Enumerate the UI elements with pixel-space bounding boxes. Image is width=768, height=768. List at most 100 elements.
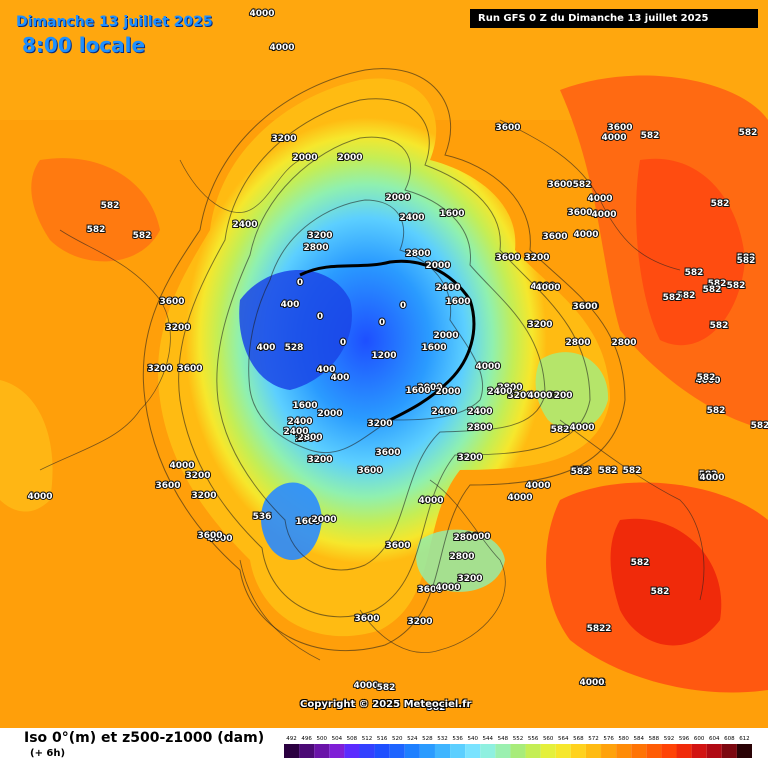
contour-value-label: 3600 (607, 123, 632, 133)
contour-value-label: 2800 (497, 383, 522, 393)
contour-value-label: 4000 (530, 282, 555, 292)
contour-value-label: 582 (739, 128, 758, 138)
contour-value-label: 2400 (467, 407, 492, 417)
contour-value-label: 2800 (405, 249, 430, 259)
contour-value-label: 582 (573, 466, 592, 476)
contour-value-label: 3200 (307, 231, 332, 241)
legend-swatch (706, 744, 722, 758)
contour-value-label: 4000 (569, 423, 594, 433)
contour-value-label: 3200 (367, 419, 392, 429)
contour-value-label: 4000 (169, 461, 194, 471)
contour-value-label: 400 (257, 343, 276, 353)
contour-value-label: 400 (331, 373, 350, 383)
contour-value-label: 2400 (283, 427, 308, 437)
legend-tick-label: 496 (301, 736, 312, 742)
legend-swatch (570, 744, 586, 758)
contour-value-label: 1600 (405, 386, 430, 396)
contour-value-label: 3200 (307, 455, 332, 465)
contour-value-label: 582 (651, 587, 670, 597)
contour-value-label: 3600 (417, 585, 442, 595)
contour-value-label: 2000 (292, 153, 317, 163)
color-scale: 492 496 500 504 508 512 516 520 524 528 532 536 540 5… (284, 736, 752, 758)
contour-value-label: 1600 (439, 209, 464, 219)
contour-value-label: 2000 (425, 261, 450, 271)
contour-value-label: 4000 (535, 283, 560, 293)
contour-value-label: 0 (379, 318, 385, 328)
legend-swatch (374, 744, 390, 758)
contour-value-label: 582 (751, 421, 768, 431)
contour-value-label: 3600 (375, 448, 400, 458)
contour-value-label: 3200 (457, 453, 482, 463)
forecast-time: 8:00 locale (22, 33, 146, 57)
contour-value-label: 2000 (337, 153, 362, 163)
contour-value-label: 582 (133, 231, 152, 241)
contour-value-label: 582 (587, 678, 606, 688)
contour-value-label: 3200 (547, 391, 572, 401)
contour-value-label: 400 (281, 300, 300, 310)
cool-area-siberia (535, 352, 609, 431)
contour-value-label: 582 (710, 321, 729, 331)
legend-tick-label: 592 (664, 736, 675, 742)
contour-value-label: 3200 (573, 302, 598, 312)
legend-swatch (616, 744, 632, 758)
legend-tick-label: 528 (422, 736, 433, 742)
legend-tick-label: 604 (709, 736, 720, 742)
contour-value-label: 1200 (371, 351, 396, 361)
legend-swatch (344, 744, 360, 758)
contour-value-label: 2800 (449, 552, 474, 562)
contour-value-label: 2000 (435, 387, 460, 397)
contour-value-label: 1600 (295, 517, 320, 527)
legend-swatch (299, 744, 315, 758)
legend-subtitle: (+ 6h) (30, 748, 66, 759)
contour-value-label: 2400 (431, 407, 456, 417)
contour-value-label: 2800 (303, 243, 328, 253)
legend-swatch (691, 744, 707, 758)
contour-value-label: 3600 (567, 208, 592, 218)
contour-value-label: 400 (317, 365, 336, 375)
contour-value-label: 3600 (465, 532, 490, 542)
contour-value-label: 582 (685, 268, 704, 278)
contour-value-label: 4000 (699, 473, 724, 483)
legend-tick-label: 608 (724, 736, 735, 742)
legend-swatch (329, 744, 345, 758)
contour-value-label: 3600 (495, 123, 520, 133)
legend-swatch (661, 744, 677, 758)
legend-tick-label: 584 (634, 736, 645, 742)
contour-value-label: 582 (699, 470, 718, 480)
legend-tick-label: 536 (452, 736, 463, 742)
contour-value-label: 2400 (399, 213, 424, 223)
contour-value-label: 4000 (601, 133, 626, 143)
legend-swatch (555, 744, 571, 758)
contour-value-label: 2000 (417, 383, 442, 393)
contour-value-label: 582 (573, 180, 592, 190)
legend-title: Iso 0°(m) et z500-z1000 (dam) (24, 730, 265, 746)
coastlines (39, 119, 705, 661)
contour-value-label: 2800 (467, 423, 492, 433)
contour-value-label: 3200 (165, 323, 190, 333)
contour-value-label: 582 (707, 406, 726, 416)
map-area: 4000 4000 582 582 582 3600 3200 3200 3600 4000 320… (0, 0, 768, 728)
contour-value-label: 3600 (547, 180, 572, 190)
contour-value-label: 2000 (295, 434, 320, 444)
contour-value-label: 582 (623, 466, 642, 476)
legend-tick-label: 508 (347, 736, 358, 742)
contour-value-label: 2000 (311, 515, 336, 525)
legend-tick-label: 596 (679, 736, 690, 742)
contour-value-label: 582 (571, 467, 590, 477)
contour-value-label: 4000 (27, 492, 52, 502)
contour-value-label: 582 (551, 425, 570, 435)
contour-value-label: 582 (708, 279, 727, 289)
legend-tick-label: 500 (316, 736, 327, 742)
contour-value-label: 3600 (155, 481, 180, 491)
freezing-level-zero-line (299, 259, 476, 422)
legend-tick-label: 556 (528, 736, 539, 742)
contour-value-label: 582 (703, 285, 722, 295)
contour-value-label: 3600 (177, 364, 202, 374)
legend-tick-label: 588 (649, 736, 660, 742)
legend-swatch (359, 744, 375, 758)
contour-value-label: 582 (727, 281, 746, 291)
contour-value-label: 3200 (185, 471, 210, 481)
contour-value-label: 4000 (573, 230, 598, 240)
